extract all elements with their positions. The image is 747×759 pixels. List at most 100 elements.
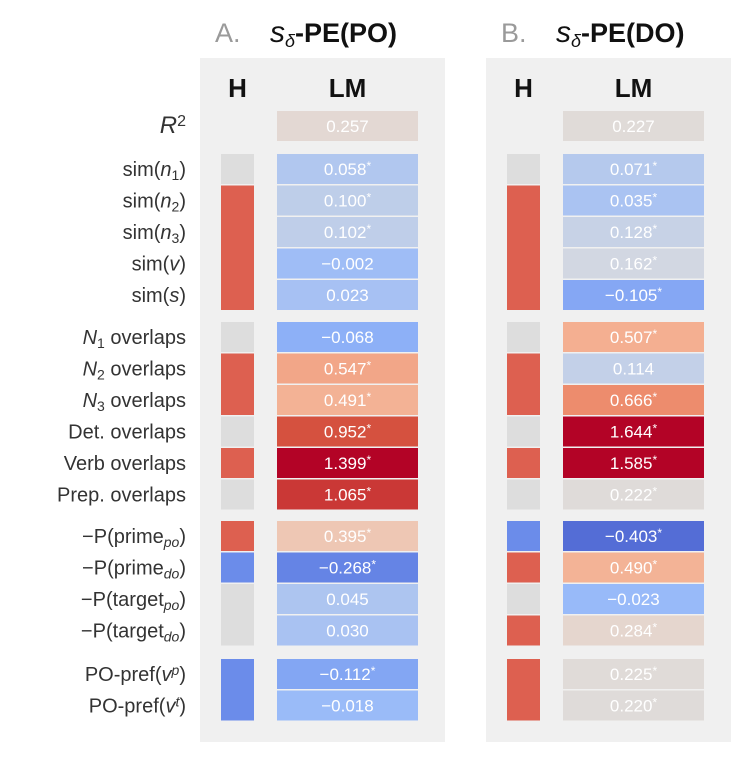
human-bar-negative (221, 659, 254, 721)
lm-value-label: 0.507* (610, 327, 658, 347)
lm-value-label: 0.058* (324, 159, 372, 179)
lm-cell (563, 185, 704, 216)
lm-cell (563, 690, 704, 721)
row-label: R2 (160, 112, 186, 139)
lm-cell (563, 322, 704, 352)
lm-cell (563, 416, 704, 447)
human-bar-neutral (507, 479, 540, 510)
human-bar-neutral (221, 416, 254, 447)
lm-cell (277, 659, 418, 689)
lm-cell (277, 185, 418, 216)
human-bar-negative (507, 521, 540, 551)
human-bar-neutral (221, 584, 254, 646)
human-bar-positive (507, 353, 540, 415)
panel-title: sδ-PE(DO) (556, 16, 685, 51)
human-bar-neutral (221, 154, 254, 184)
row-label: −P(targetdo) (81, 621, 186, 645)
lm-value-label: 0.128* (610, 222, 658, 242)
lm-value-label: 0.227 (612, 117, 655, 136)
lm-cell (277, 385, 418, 415)
lm-cell (563, 154, 704, 184)
lm-value-label: −0.268* (319, 557, 376, 577)
row-label: sim(n3) (123, 222, 186, 246)
lm-cell (277, 584, 418, 614)
lm-value-label: 0.257 (326, 117, 369, 136)
row-label: sim(n1) (123, 159, 186, 183)
lm-cell (563, 385, 704, 415)
lm-cell (563, 217, 704, 247)
lm-value-label: 0.102* (324, 222, 372, 242)
row-label: N2 overlaps (83, 359, 186, 383)
lm-value-label: 0.035* (610, 190, 658, 210)
panel-letter: A. (215, 18, 241, 48)
human-bar-neutral (507, 322, 540, 352)
column-header-h: H (228, 73, 247, 103)
lm-value-label: 0.547* (324, 358, 372, 378)
lm-value-label: 0.666* (610, 390, 658, 410)
human-bar-positive (221, 185, 254, 310)
lm-value-label: 0.225* (610, 664, 658, 684)
lm-value-label: 0.490* (610, 557, 658, 577)
lm-cell (277, 217, 418, 247)
lm-value-label: −0.023 (607, 590, 659, 609)
lm-cell (277, 322, 418, 352)
row-label: Det. overlaps (68, 422, 186, 444)
lm-cell (277, 280, 418, 310)
lm-value-label: 0.222* (610, 484, 658, 504)
lm-value-label: 0.395* (324, 526, 372, 546)
row-label: sim(n2) (123, 191, 186, 215)
human-bar-neutral (507, 584, 540, 614)
lm-value-label: 0.952* (324, 421, 372, 441)
lm-value-label: 1.065* (324, 484, 372, 504)
lm-cell (277, 154, 418, 184)
lm-value-label: 0.162* (610, 253, 658, 273)
row-label: Verb overlaps (64, 453, 186, 475)
human-bar-positive (507, 552, 540, 583)
panel-b: B. sδ-PE(DO) H LM 0.227 0.071* 0.035* 0.128* 0.1… (486, 16, 731, 742)
lm-cell (563, 280, 704, 310)
panel-letter: B. (501, 18, 527, 48)
lm-value-label: 0.220* (610, 695, 658, 715)
lm-value-label: 0.284* (610, 620, 658, 640)
row-label: −P(primedo) (82, 558, 186, 582)
lm-cell (563, 248, 704, 279)
human-bar-neutral (221, 322, 254, 352)
lm-value-label: 1.644* (610, 421, 658, 441)
lm-cell (277, 353, 418, 384)
lm-cell (563, 353, 704, 384)
lm-cell (563, 448, 704, 478)
lm-value-label: 0.114 (613, 360, 654, 379)
row-label: PO-pref(vp) (85, 662, 186, 686)
human-bar-negative (221, 552, 254, 583)
lm-value-label: 0.491* (324, 390, 372, 410)
lm-value-label: −0.068 (321, 328, 373, 347)
lm-cell (277, 448, 418, 478)
panels-layer: A. sδ-PE(PO) H LM 0.257 0.058* 0.100* 0.102* −0.… (200, 16, 731, 742)
row-label: N1 overlaps (83, 327, 186, 351)
lm-cell (277, 521, 418, 551)
lm-cell (277, 552, 418, 583)
lm-cell (563, 659, 704, 689)
lm-cell (563, 615, 704, 646)
lm-value-label: 0.100* (324, 190, 372, 210)
row-label: Prep. overlaps (57, 485, 186, 507)
lm-cell (277, 416, 418, 447)
row-label: sim(v) (132, 254, 186, 276)
row-label: sim(s) (132, 285, 186, 307)
column-header-lm: LM (329, 73, 367, 103)
lm-value-label: −0.018 (321, 697, 373, 716)
human-bar-positive (221, 353, 254, 415)
row-label: −P(targetpo) (81, 589, 186, 613)
lm-cell (563, 584, 704, 614)
human-bar-positive (507, 448, 540, 478)
lm-cell (563, 479, 704, 510)
human-bar-positive (221, 521, 254, 551)
lm-value-label: 1.399* (324, 453, 372, 473)
human-bar-neutral (507, 416, 540, 447)
lm-cell (277, 690, 418, 721)
human-bar-positive (507, 659, 540, 721)
row-label: PO-pref(vt) (89, 693, 186, 717)
lm-value-label: −0.002 (321, 255, 373, 274)
lm-value-label: −0.112* (320, 664, 376, 684)
lm-cell (277, 615, 418, 646)
